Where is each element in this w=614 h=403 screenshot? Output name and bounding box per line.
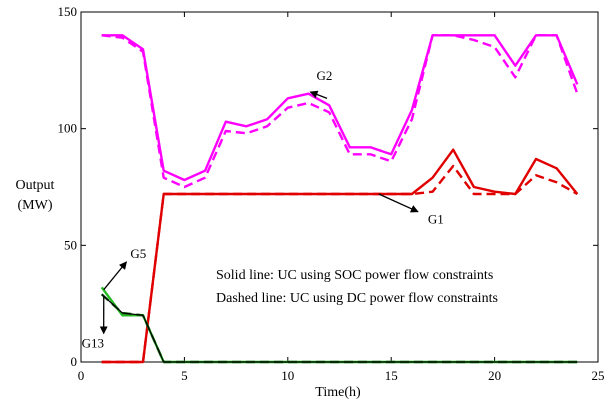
annotation-label-g1: G1 xyxy=(428,212,444,227)
x-tick-label: 5 xyxy=(181,368,188,383)
y-tick-label: 0 xyxy=(71,354,78,369)
x-tick-label: 10 xyxy=(281,368,294,383)
x-tick-label: 20 xyxy=(488,368,501,383)
legend-note-solid: Solid line: UC using SOC power flow cons… xyxy=(216,268,493,283)
series-line-1 xyxy=(101,34,579,189)
annotation-label-g2: G2 xyxy=(316,68,332,83)
annotation-arrow-g5 xyxy=(103,261,127,291)
series-line-3 xyxy=(101,164,578,364)
x-axis-title: Time(h) xyxy=(315,385,361,400)
x-tick-label: 0 xyxy=(78,368,85,383)
x-tick-label: 15 xyxy=(385,368,398,383)
series-line-0 xyxy=(101,34,579,182)
series-layer xyxy=(100,34,579,364)
y-tick-label: 100 xyxy=(58,121,78,136)
annotation-arrow-g1 xyxy=(378,193,419,213)
annotation-layer: G2 G1 G5 G13 xyxy=(82,68,444,350)
x-tick-label: 25 xyxy=(592,368,605,383)
annotation-arrow-g2 xyxy=(309,90,328,99)
annotation-label-g13: G13 xyxy=(82,335,104,350)
annotation-label-g5: G5 xyxy=(130,246,146,261)
y-tick-label: 50 xyxy=(64,237,77,252)
series-line-6 xyxy=(101,293,578,363)
legend-note-dashed: Dashed line: UC using DC power flow cons… xyxy=(216,291,498,306)
y-axis-title-line2: (MW) xyxy=(18,198,53,213)
y-axis-title-line1: Output xyxy=(16,178,55,193)
y-tick-label: 150 xyxy=(58,4,78,19)
